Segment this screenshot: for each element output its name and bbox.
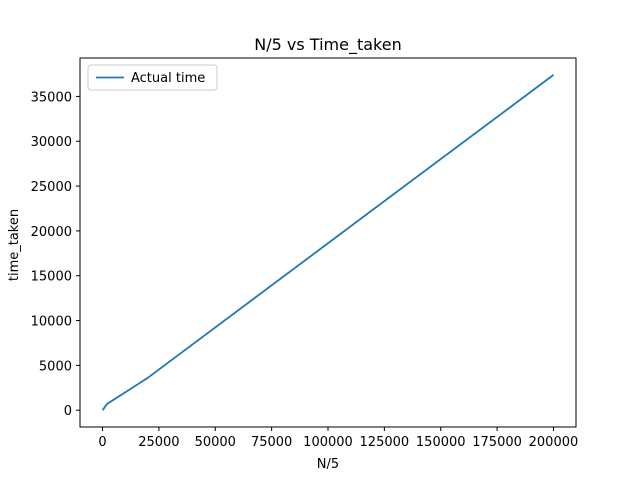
x-axis-label: N/5 — [317, 457, 339, 472]
x-tick-label: 75000 — [251, 435, 292, 450]
x-tick-label: 150000 — [416, 435, 466, 450]
x-axis: 0 25000 50000 75000 100000 125000 150000 175000… — [98, 427, 578, 450]
x-tick-label: 125000 — [360, 435, 410, 450]
y-tick-label: 0 — [64, 404, 72, 419]
legend: Actual time — [87, 64, 218, 91]
legend-label: Actual time — [131, 71, 205, 86]
y-axis-label: time_taken — [7, 209, 22, 281]
y-tick-label: 30000 — [31, 135, 72, 150]
y-tick-label: 5000 — [39, 359, 72, 374]
x-tick-label: 25000 — [138, 435, 179, 450]
y-tick-label: 15000 — [31, 270, 72, 285]
x-tick-label: 200000 — [529, 435, 579, 450]
x-tick-label: 100000 — [303, 435, 353, 450]
x-tick-label: 175000 — [472, 435, 522, 450]
x-tick-label: 0 — [98, 435, 106, 450]
x-tick-label: 50000 — [195, 435, 236, 450]
y-tick-label: 25000 — [31, 180, 72, 195]
y-axis: 0 5000 10000 15000 20000 25000 30000 35000 — [31, 90, 80, 419]
y-tick-label: 20000 — [31, 225, 72, 240]
chart-title: N/5 vs Time_taken — [254, 35, 401, 55]
y-tick-label: 10000 — [31, 315, 72, 330]
y-tick-label: 35000 — [31, 90, 72, 105]
legend-box — [87, 64, 218, 91]
series-line-actual-time — [101, 74, 554, 411]
series-layer — [101, 74, 554, 411]
